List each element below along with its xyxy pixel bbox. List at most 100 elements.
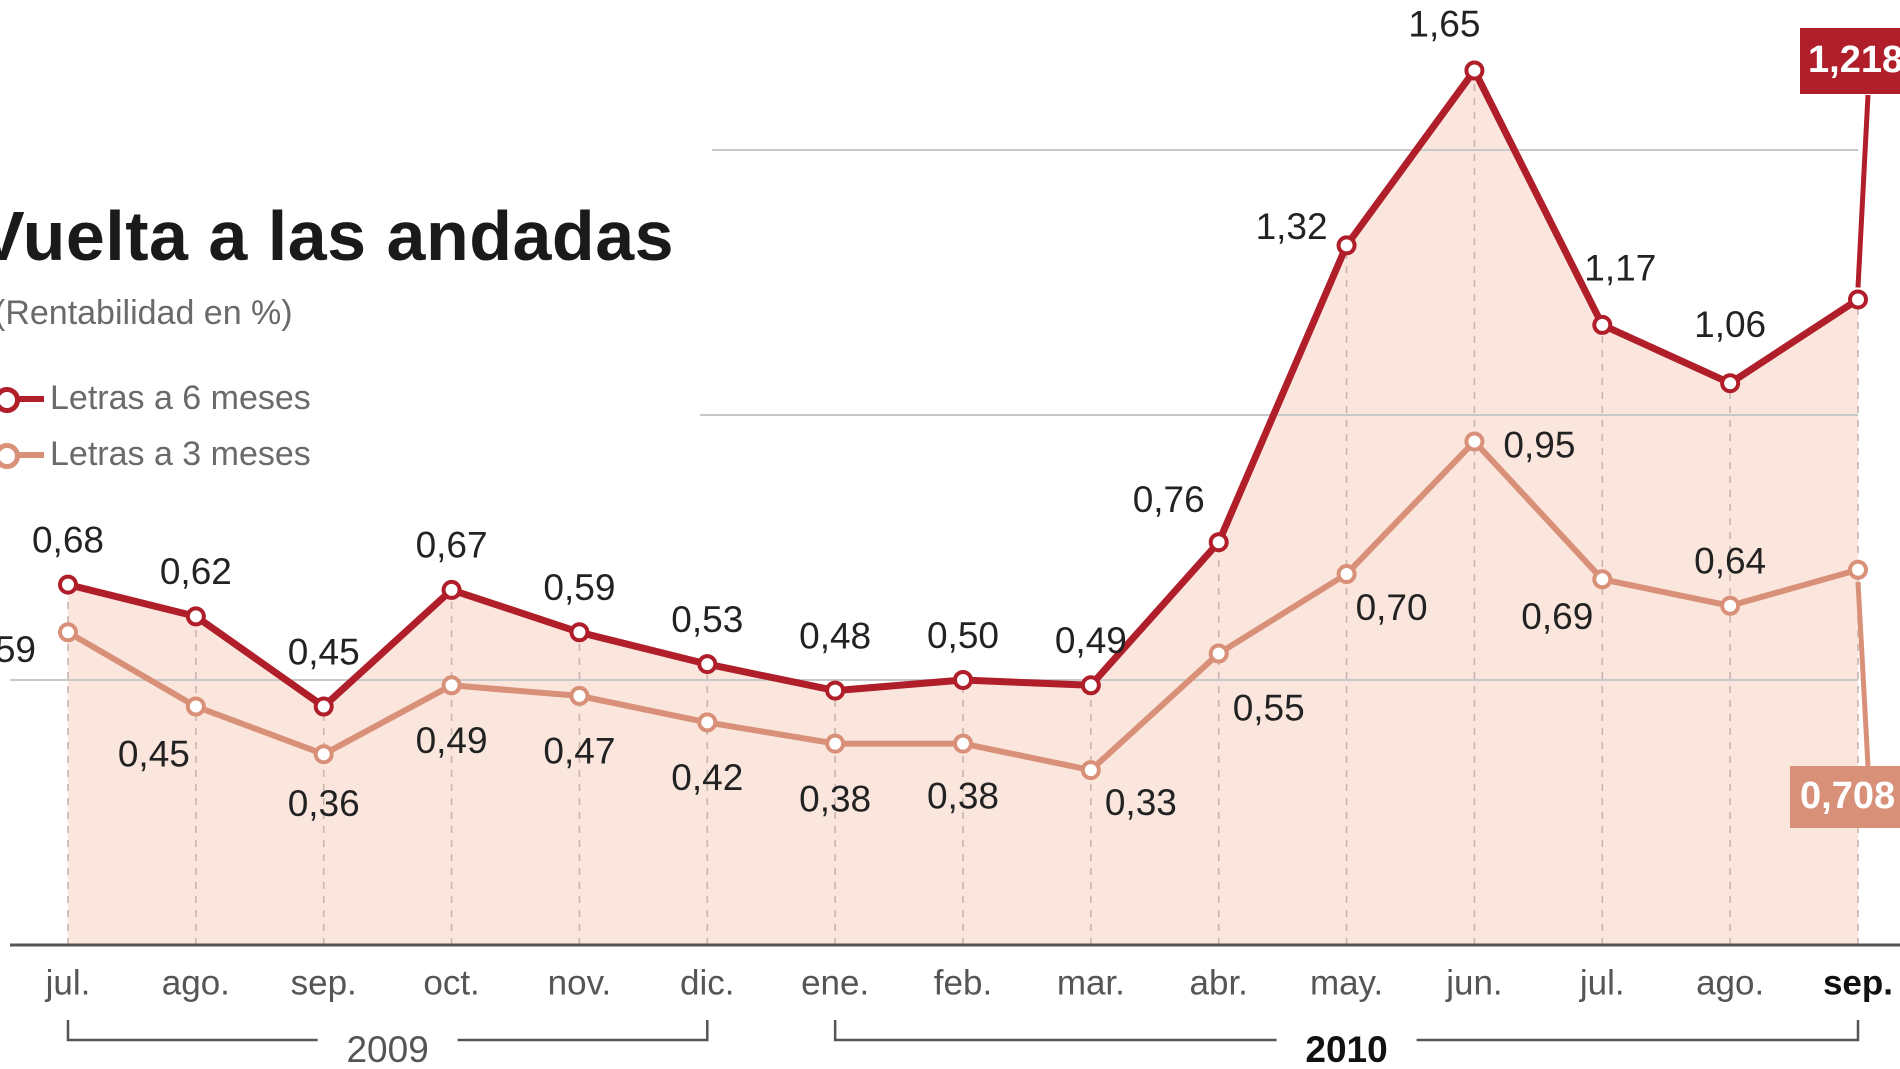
chart-title: Vuelta a las andadas xyxy=(0,197,675,275)
data-label-three-month: 0,38 xyxy=(799,778,871,819)
x-tick-label: sep. xyxy=(1823,963,1893,1002)
point-three-month xyxy=(1848,559,1868,580)
point-six-month xyxy=(1592,314,1613,335)
point-three-month xyxy=(185,696,206,717)
chart-subtitle: (Rentabilidad en %) xyxy=(0,294,293,332)
x-tick-label: dic. xyxy=(680,963,734,1002)
data-label-six-month: 0,45 xyxy=(288,631,360,672)
point-six-month xyxy=(1464,60,1485,81)
point-three-month xyxy=(825,733,846,754)
year-bracket-right xyxy=(457,1020,709,1042)
data-label-three-month: 0,45 xyxy=(118,733,190,774)
point-three-month xyxy=(313,744,334,765)
point-three-month xyxy=(58,622,78,643)
point-six-month xyxy=(185,606,206,627)
legend-label-three-month: Letras a 3 meses xyxy=(50,434,311,473)
point-three-month xyxy=(569,685,590,706)
data-label-six-month: 0,53 xyxy=(671,599,743,640)
data-label-six-month: 1,65 xyxy=(1408,3,1480,44)
callout-box-three-month xyxy=(1790,766,1900,828)
point-three-month xyxy=(1592,569,1613,590)
point-six-month xyxy=(953,670,973,690)
x-tick-label: oct. xyxy=(423,963,479,1002)
point-six-month xyxy=(697,654,718,675)
point-six-month xyxy=(1208,532,1229,553)
x-tick-label: sep. xyxy=(291,963,357,1002)
legend-line-six-month xyxy=(0,396,44,402)
data-label-three-month: 0,47 xyxy=(543,731,615,772)
point-six-month xyxy=(313,696,334,717)
data-label-six-month: 0,50 xyxy=(927,615,999,656)
x-tick-label: jul. xyxy=(45,963,91,1002)
x-tick-label: abr. xyxy=(1190,963,1248,1002)
point-six-month xyxy=(1336,235,1357,256)
data-label-six-month: 1,06 xyxy=(1694,304,1766,345)
point-six-month xyxy=(569,622,590,643)
data-label-three-month: 0,64 xyxy=(1694,541,1766,582)
data-label-six-month: 0,67 xyxy=(416,525,488,566)
point-six-month xyxy=(1720,373,1741,394)
year-label: 2009 xyxy=(346,1029,428,1069)
point-three-month xyxy=(1464,431,1485,452)
data-label-three-month: 0,36 xyxy=(288,783,360,824)
data-label-three-month: 0,70 xyxy=(1356,587,1428,628)
legend-label-six-month: Letras a 6 meses xyxy=(50,378,311,417)
point-three-month xyxy=(953,733,973,754)
year-bracket-left xyxy=(66,1020,318,1042)
legend-item-six-month: Letras a 6 meses xyxy=(0,378,311,418)
callout-leader-six-month xyxy=(1855,94,1871,288)
x-tick-label: feb. xyxy=(934,963,992,1002)
data-label-six-month: 0,62 xyxy=(160,551,232,592)
x-tick-label: jul. xyxy=(1579,963,1625,1002)
data-label-three-month: 0,49 xyxy=(416,720,488,761)
data-label-six-month: 0,68 xyxy=(32,519,104,560)
point-six-month xyxy=(1080,675,1101,696)
data-label-six-month: 1,32 xyxy=(1256,206,1328,247)
point-six-month xyxy=(825,680,846,701)
data-label-three-month: 0,38 xyxy=(927,775,999,816)
point-three-month xyxy=(1080,760,1101,781)
point-six-month xyxy=(1848,289,1868,310)
legend-marker-six-month xyxy=(0,378,44,418)
callout-value-six-month: 1,218 xyxy=(1808,39,1900,81)
point-six-month xyxy=(58,574,78,595)
x-tick-label: ago. xyxy=(1696,963,1764,1002)
legend-line-three-month xyxy=(0,452,44,458)
point-three-month xyxy=(1720,595,1741,616)
data-label-three-month: 0,33 xyxy=(1105,782,1177,823)
callout-value-three-month: 0,708 xyxy=(1800,775,1895,817)
data-label-six-month: 0,76 xyxy=(1133,479,1205,520)
point-three-month xyxy=(1208,643,1229,664)
data-label-six-month: 0,59 xyxy=(543,567,615,608)
year-label: 2010 xyxy=(1305,1029,1387,1069)
legend-marker-three-month xyxy=(0,434,44,474)
year-bracket-right xyxy=(1416,1020,1860,1042)
data-label-three-month: 0,55 xyxy=(1233,687,1305,728)
data-label-six-month: 1,17 xyxy=(1584,248,1656,289)
legend-item-three-month: Letras a 3 meses xyxy=(0,434,311,474)
x-tick-label: ago. xyxy=(162,963,230,1002)
callout-box-six-month xyxy=(1800,28,1900,94)
data-label-three-month: 0,69 xyxy=(1521,596,1593,637)
point-three-month xyxy=(697,712,718,733)
data-label-six-month: 0,49 xyxy=(1055,620,1127,661)
data-label-six-month: 0,48 xyxy=(799,615,871,656)
x-tick-label: mar. xyxy=(1057,963,1125,1002)
area-fill xyxy=(68,70,1858,945)
x-tick-label: ene. xyxy=(801,963,869,1002)
data-label-three-month: 0,59 xyxy=(0,629,36,670)
data-label-three-month: 0,95 xyxy=(1503,424,1575,465)
point-three-month xyxy=(441,675,462,696)
x-tick-label: may. xyxy=(1310,963,1383,1002)
legend-dot-three-month xyxy=(0,443,20,469)
year-bracket-left xyxy=(833,1020,1277,1042)
point-three-month xyxy=(1336,564,1357,584)
x-tick-label: jun. xyxy=(1445,963,1502,1002)
data-label-three-month: 0,42 xyxy=(671,757,743,798)
callout-leader-three-month xyxy=(1855,581,1871,767)
legend-dot-six-month xyxy=(0,387,20,413)
point-six-month xyxy=(441,579,462,600)
x-tick-label: nov. xyxy=(548,963,612,1002)
